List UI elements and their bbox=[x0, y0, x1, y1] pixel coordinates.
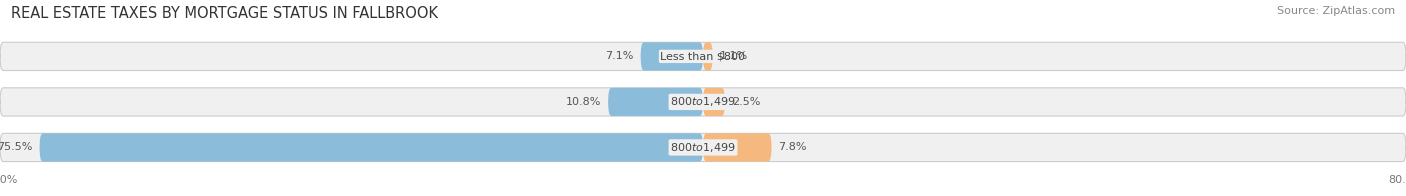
FancyBboxPatch shape bbox=[703, 88, 725, 116]
Text: Source: ZipAtlas.com: Source: ZipAtlas.com bbox=[1277, 6, 1395, 16]
Text: 7.1%: 7.1% bbox=[605, 51, 634, 61]
FancyBboxPatch shape bbox=[39, 133, 703, 162]
FancyBboxPatch shape bbox=[609, 88, 703, 116]
Text: 10.8%: 10.8% bbox=[565, 97, 602, 107]
FancyBboxPatch shape bbox=[703, 133, 772, 162]
FancyBboxPatch shape bbox=[0, 88, 1406, 116]
Text: Less than $800: Less than $800 bbox=[661, 51, 745, 61]
Text: 7.8%: 7.8% bbox=[779, 142, 807, 152]
Text: $800 to $1,499: $800 to $1,499 bbox=[671, 141, 735, 154]
FancyBboxPatch shape bbox=[0, 42, 1406, 71]
FancyBboxPatch shape bbox=[641, 42, 703, 71]
FancyBboxPatch shape bbox=[703, 42, 713, 71]
Text: REAL ESTATE TAXES BY MORTGAGE STATUS IN FALLBROOK: REAL ESTATE TAXES BY MORTGAGE STATUS IN … bbox=[11, 6, 439, 21]
Text: 75.5%: 75.5% bbox=[0, 142, 32, 152]
FancyBboxPatch shape bbox=[0, 133, 1406, 162]
Text: 2.5%: 2.5% bbox=[733, 97, 761, 107]
Text: $800 to $1,499: $800 to $1,499 bbox=[671, 95, 735, 108]
Text: 1.1%: 1.1% bbox=[720, 51, 748, 61]
